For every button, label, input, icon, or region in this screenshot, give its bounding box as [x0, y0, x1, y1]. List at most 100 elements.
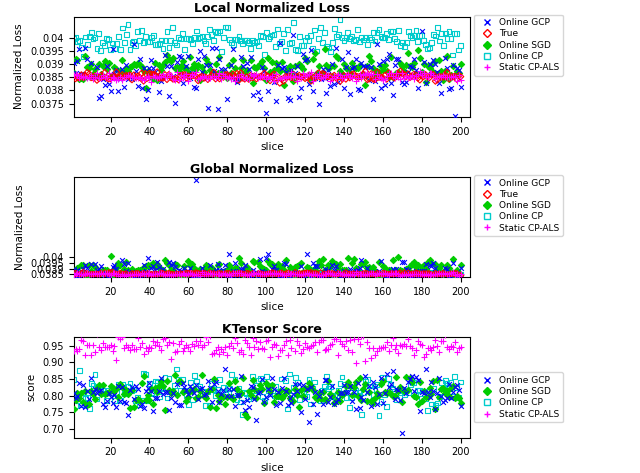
Point — [131, 270, 141, 278]
Point — [115, 262, 125, 269]
Point — [115, 270, 125, 277]
Point — [145, 70, 155, 77]
Point — [147, 344, 157, 352]
Point — [428, 272, 438, 279]
Point — [401, 271, 412, 278]
Point — [261, 266, 271, 274]
Point — [282, 26, 292, 34]
Point — [125, 46, 135, 53]
Point — [211, 270, 221, 277]
Point — [358, 271, 369, 278]
Point — [280, 337, 291, 344]
Point — [197, 268, 207, 276]
Point — [203, 270, 213, 278]
Point — [368, 75, 378, 83]
Point — [335, 68, 345, 75]
Point — [197, 264, 207, 272]
Point — [290, 381, 300, 388]
Point — [179, 387, 189, 394]
Point — [360, 70, 371, 78]
Point — [452, 77, 462, 85]
Point — [140, 396, 150, 403]
Point — [92, 269, 102, 277]
Point — [446, 84, 456, 92]
Point — [321, 89, 332, 97]
Point — [156, 77, 166, 85]
Point — [236, 36, 246, 44]
Point — [78, 70, 88, 78]
Point — [193, 55, 204, 62]
Point — [142, 86, 152, 94]
Point — [117, 271, 127, 278]
Point — [428, 69, 438, 76]
Point — [413, 377, 423, 384]
Point — [397, 70, 408, 77]
Point — [197, 271, 207, 278]
Point — [172, 75, 182, 82]
Point — [207, 44, 217, 52]
Point — [411, 267, 421, 274]
Point — [127, 265, 137, 272]
Point — [248, 269, 258, 277]
Point — [397, 39, 408, 47]
Point — [351, 55, 361, 63]
Point — [158, 270, 168, 278]
Point — [246, 44, 256, 52]
Point — [397, 258, 408, 265]
Point — [205, 401, 215, 409]
Point — [168, 387, 178, 395]
Point — [288, 270, 298, 278]
Point — [389, 74, 399, 81]
Point — [376, 374, 386, 381]
Point — [454, 70, 464, 77]
Point — [442, 69, 452, 76]
Point — [220, 261, 230, 269]
Point — [76, 71, 86, 79]
Point — [189, 270, 199, 278]
Point — [211, 271, 221, 279]
Point — [129, 40, 139, 48]
Point — [150, 59, 161, 67]
Point — [212, 29, 223, 37]
Point — [368, 378, 378, 386]
Point — [226, 264, 236, 272]
Point — [333, 271, 343, 279]
Point — [417, 68, 427, 76]
Point — [310, 74, 320, 82]
Point — [230, 72, 240, 80]
Point — [353, 64, 363, 72]
Point — [102, 65, 112, 72]
Point — [333, 388, 343, 396]
Legend: Online GCP, Online SGD, Online CP, Static CP-ALS: Online GCP, Online SGD, Online CP, Stati… — [474, 372, 563, 422]
Point — [340, 271, 351, 278]
Point — [150, 270, 161, 278]
Point — [125, 271, 135, 278]
Point — [430, 402, 440, 409]
Point — [252, 70, 262, 78]
Point — [255, 270, 266, 278]
Point — [214, 398, 225, 406]
Point — [317, 336, 328, 344]
Point — [121, 270, 131, 278]
Point — [201, 40, 211, 47]
Point — [316, 75, 326, 83]
Point — [263, 387, 273, 394]
Point — [300, 72, 310, 80]
Point — [252, 270, 262, 278]
Point — [265, 270, 275, 278]
Point — [438, 73, 448, 81]
Point — [261, 270, 271, 277]
Point — [187, 272, 197, 280]
Point — [397, 271, 408, 278]
Point — [84, 400, 94, 408]
Point — [405, 32, 415, 39]
Point — [140, 268, 150, 275]
Point — [117, 384, 127, 391]
Point — [411, 67, 421, 74]
Point — [117, 256, 127, 264]
Point — [422, 258, 433, 266]
Point — [78, 269, 88, 276]
Point — [323, 66, 333, 73]
Legend: Online GCP, True, Online SGD, Online CP, Static CP-ALS: Online GCP, True, Online SGD, Online CP,… — [474, 15, 563, 76]
Point — [244, 38, 254, 46]
